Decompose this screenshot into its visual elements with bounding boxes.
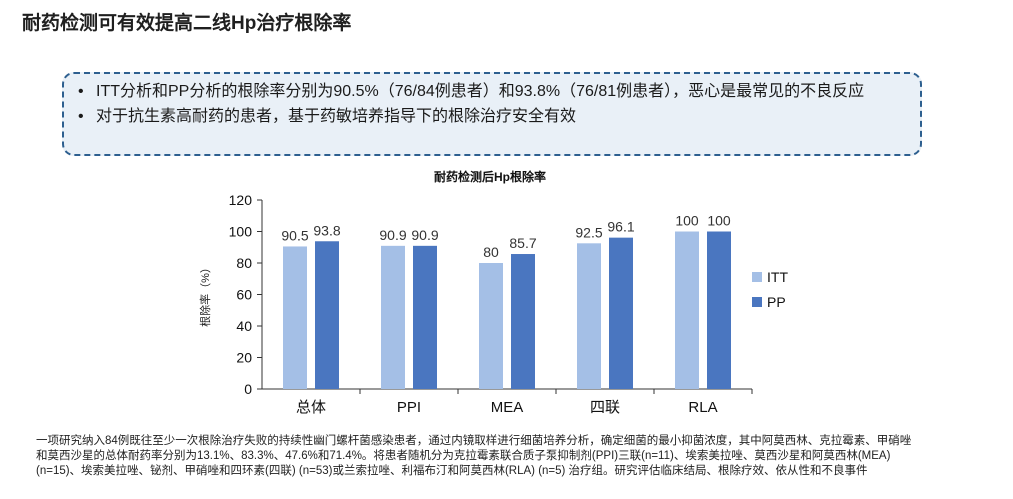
bar-pp bbox=[707, 231, 731, 389]
data-label: 90.9 bbox=[411, 227, 438, 243]
data-label: 85.7 bbox=[509, 235, 536, 251]
legend-label: PP bbox=[767, 294, 786, 310]
bar-itt bbox=[479, 263, 503, 389]
data-label: 90.9 bbox=[379, 227, 406, 243]
bar-itt bbox=[381, 245, 405, 389]
x-tick-label: 总体 bbox=[296, 399, 326, 416]
summary-bullet: • ITT分析和PP分析的根除率分别为90.5%（76/84例患者）和93.8%… bbox=[76, 79, 908, 104]
bar-itt bbox=[577, 243, 601, 389]
bar-itt bbox=[283, 246, 307, 389]
data-label: 100 bbox=[675, 213, 699, 229]
data-label: 100 bbox=[707, 213, 731, 229]
y-axis-label: 根除率（%） bbox=[198, 262, 212, 327]
y-tick-label: 0 bbox=[244, 381, 252, 397]
footnote-line: 一项研究纳入84例既往至少一次根除治疗失败的持续性幽门螺杆菌感染患者，通过内镜取… bbox=[36, 435, 912, 447]
summary-bullet-text: ITT分析和PP分析的根除率分别为90.5%（76/84例患者）和93.8%（7… bbox=[96, 83, 865, 100]
y-tick-label: 40 bbox=[236, 318, 252, 334]
y-tick-label: 60 bbox=[236, 287, 252, 303]
x-tick-label: 四联 bbox=[590, 399, 620, 416]
data-label: 80 bbox=[483, 244, 499, 260]
y-tick-label: 120 bbox=[229, 192, 253, 208]
data-label: 90.5 bbox=[281, 227, 308, 243]
footnote: 一项研究纳入84例既往至少一次根除治疗失败的持续性幽门螺杆菌感染患者，通过内镜取… bbox=[36, 434, 986, 479]
chart-title: 耐药检测后Hp根除率 bbox=[434, 169, 546, 184]
data-label: 93.8 bbox=[313, 222, 340, 238]
footnote-line: 和莫西沙星的总体耐药率分别为13.1%、83.3%、47.6%和71.4%。将患… bbox=[36, 450, 891, 462]
y-tick-label: 20 bbox=[236, 350, 252, 366]
bar-pp bbox=[609, 237, 633, 389]
summary-box: • ITT分析和PP分析的根除率分别为90.5%（76/84例患者）和93.8%… bbox=[62, 72, 922, 156]
footnote-line: (n=15)、埃索美拉唑、铋剂、甲硝唑和四环素(四联) (n=53)或兰索拉唑、… bbox=[36, 465, 868, 477]
chart-area: 耐药检测后Hp根除率根除率（%） 0 20 40 60 80 100 120 总体 90.5 93.… bbox=[0, 160, 1013, 430]
bullet-dot: • bbox=[78, 108, 84, 125]
page-title: 耐药检测可有效提高二线Hp治疗根除率 bbox=[22, 13, 352, 34]
y-tick-label: 100 bbox=[229, 224, 253, 240]
legend-label: ITT bbox=[767, 269, 788, 285]
bullet-dot: • bbox=[78, 83, 84, 100]
legend-swatch bbox=[752, 272, 762, 282]
x-tick-label: MEA bbox=[491, 399, 524, 416]
bar-pp bbox=[511, 254, 535, 389]
y-tick-label: 80 bbox=[236, 255, 252, 271]
summary-bullet: • 对于抗生素高耐药的患者，基于药敏培养指导下的根除治疗安全有效 bbox=[76, 104, 908, 129]
summary-bullet-text: 对于抗生素高耐药的患者，基于药敏培养指导下的根除治疗安全有效 bbox=[96, 108, 577, 125]
x-tick-label: PPI bbox=[397, 399, 421, 416]
bar-itt bbox=[675, 231, 699, 389]
legend-swatch bbox=[752, 297, 762, 307]
data-label: 96.1 bbox=[607, 219, 634, 235]
x-tick-label: RLA bbox=[688, 399, 717, 416]
bar-pp bbox=[315, 241, 339, 389]
data-label: 92.5 bbox=[575, 224, 602, 240]
bar-pp bbox=[413, 245, 437, 389]
